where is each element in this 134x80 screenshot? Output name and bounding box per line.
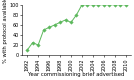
X-axis label: Year commissioning brief advertised: Year commissioning brief advertised (28, 72, 125, 77)
Y-axis label: % with protocol available: % with protocol available (3, 0, 8, 63)
